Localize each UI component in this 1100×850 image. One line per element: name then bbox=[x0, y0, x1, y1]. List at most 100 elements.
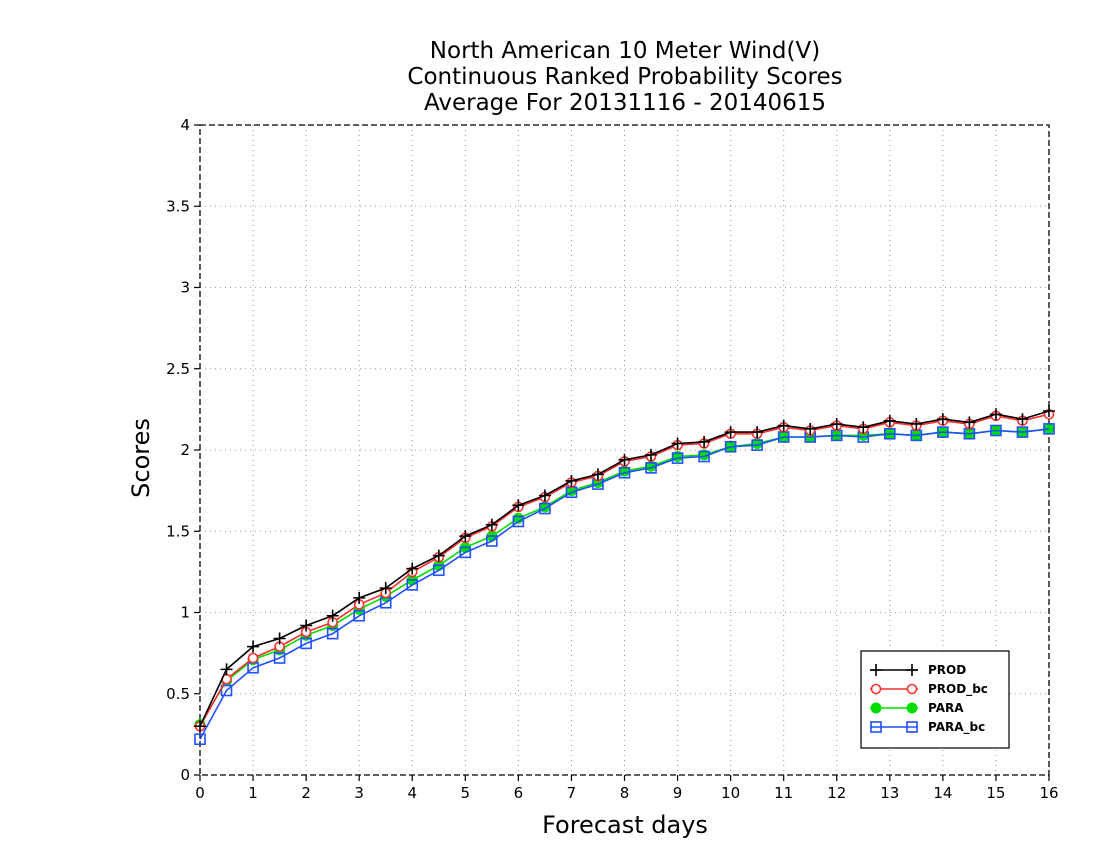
data-point bbox=[247, 640, 260, 653]
y-tick-label: 1 bbox=[180, 604, 190, 622]
data-point bbox=[406, 562, 419, 575]
data-point bbox=[1043, 423, 1055, 435]
x-tick-label: 12 bbox=[827, 784, 846, 802]
data-point bbox=[645, 448, 658, 461]
data-point bbox=[591, 468, 604, 481]
data-point bbox=[432, 564, 445, 577]
data-point bbox=[486, 535, 498, 547]
data-point bbox=[247, 652, 259, 664]
legend-marker bbox=[870, 721, 882, 733]
legend-label: PARA_bc bbox=[928, 720, 985, 735]
x-tick-label: 14 bbox=[933, 784, 952, 802]
data-point bbox=[432, 549, 445, 562]
series-prod bbox=[194, 405, 1055, 733]
data-point bbox=[273, 632, 286, 645]
data-point bbox=[194, 733, 206, 746]
legend-marker bbox=[870, 664, 882, 676]
legend-marker bbox=[870, 683, 882, 695]
legend-marker bbox=[906, 683, 918, 695]
legend-marker bbox=[906, 702, 918, 714]
data-point bbox=[512, 499, 525, 512]
legend-item: PROD bbox=[870, 663, 966, 677]
data-point bbox=[830, 418, 843, 430]
data-point bbox=[538, 489, 551, 502]
data-point bbox=[936, 413, 949, 426]
data-point bbox=[671, 452, 684, 464]
y-tick-label: 2.5 bbox=[166, 360, 190, 378]
x-tick-label: 1 bbox=[248, 784, 258, 802]
legend-item: PARA_bc bbox=[870, 720, 985, 735]
data-point bbox=[300, 637, 312, 650]
x-tick-label: 11 bbox=[774, 784, 793, 802]
data-point bbox=[645, 462, 657, 474]
x-tick-label: 15 bbox=[986, 784, 1005, 802]
legend: PROD PROD_bc PARA PARA_bc bbox=[860, 650, 1010, 749]
data-point bbox=[220, 684, 233, 697]
data-point bbox=[751, 439, 763, 451]
data-point bbox=[963, 416, 976, 429]
series-line bbox=[199, 428, 1050, 740]
data-point bbox=[698, 435, 711, 448]
data-point bbox=[539, 502, 551, 515]
data-point bbox=[1016, 413, 1029, 426]
data-point bbox=[194, 720, 206, 733]
data-point bbox=[512, 515, 525, 528]
data-point bbox=[989, 408, 1002, 421]
x-tick-label: 7 bbox=[567, 784, 577, 802]
x-tick-label: 10 bbox=[721, 784, 740, 802]
data-point bbox=[353, 609, 365, 622]
legend-marker bbox=[906, 664, 918, 676]
data-point bbox=[485, 518, 498, 531]
legend-item: PROD_bc bbox=[870, 682, 988, 697]
y-tick-label: 1.5 bbox=[166, 522, 190, 540]
x-tick-label: 9 bbox=[673, 784, 683, 802]
chart-title-line-1: North American 10 Meter Wind(V) bbox=[430, 38, 820, 64]
data-point bbox=[724, 426, 737, 439]
legend-box bbox=[860, 650, 1010, 749]
data-point bbox=[353, 591, 366, 604]
data-point bbox=[565, 474, 578, 487]
legend-label: PROD bbox=[928, 663, 966, 677]
data-point bbox=[406, 579, 419, 591]
data-point bbox=[698, 450, 710, 463]
data-point bbox=[910, 418, 923, 430]
legend-label: PROD_bc bbox=[928, 682, 988, 697]
series-para-bc bbox=[194, 423, 1055, 746]
y-tick-label: 3.5 bbox=[166, 197, 190, 215]
data-point bbox=[751, 426, 764, 439]
series-layer bbox=[194, 405, 1055, 746]
x-tick-label: 16 bbox=[1039, 784, 1058, 802]
x-tick-label: 3 bbox=[354, 784, 364, 802]
data-point bbox=[300, 619, 313, 632]
data-point bbox=[1016, 426, 1029, 438]
data-point bbox=[804, 422, 817, 435]
data-point bbox=[884, 427, 896, 440]
x-axis-label: Forecast days bbox=[542, 811, 708, 839]
data-point bbox=[777, 419, 790, 432]
y-tick-label: 3 bbox=[180, 279, 190, 297]
axis-ticks: 0 1 2 3 4 5 6 7 8 9 10 11 12 13 14 15 1600.511.522.533.5… bbox=[166, 116, 1058, 802]
legend-marker bbox=[906, 721, 918, 733]
chart-title-line-2: Continuous Ranked Probability Scores bbox=[407, 64, 842, 90]
data-point bbox=[618, 453, 631, 466]
data-point bbox=[459, 530, 472, 543]
x-tick-label: 8 bbox=[620, 784, 630, 802]
y-tick-label: 4 bbox=[180, 116, 190, 134]
data-point bbox=[326, 609, 339, 622]
data-point bbox=[379, 582, 392, 595]
data-point bbox=[724, 440, 737, 453]
data-point bbox=[671, 437, 684, 450]
x-tick-label: 13 bbox=[880, 784, 899, 802]
data-point bbox=[618, 466, 631, 479]
y-tick-label: 0 bbox=[180, 766, 190, 784]
y-tick-label: 2 bbox=[180, 441, 190, 459]
data-point bbox=[883, 414, 896, 427]
data-point bbox=[459, 546, 472, 559]
y-axis-label: Scores bbox=[127, 418, 155, 498]
data-point bbox=[857, 421, 870, 434]
data-point bbox=[990, 424, 1002, 437]
x-tick-label: 5 bbox=[461, 784, 471, 802]
data-point bbox=[326, 627, 339, 640]
legend-label: PARA bbox=[928, 701, 964, 715]
